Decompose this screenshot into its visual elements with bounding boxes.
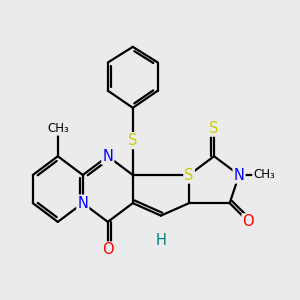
Text: S: S	[209, 121, 219, 136]
Text: N: N	[234, 167, 244, 182]
Text: CH₃: CH₃	[253, 169, 275, 182]
Text: CH₃: CH₃	[47, 122, 69, 135]
Text: S: S	[128, 133, 137, 148]
Text: O: O	[102, 242, 114, 257]
Text: H: H	[155, 233, 167, 248]
Text: N: N	[102, 149, 113, 164]
Text: S: S	[184, 167, 194, 182]
Text: O: O	[243, 214, 254, 230]
Text: N: N	[77, 196, 88, 211]
